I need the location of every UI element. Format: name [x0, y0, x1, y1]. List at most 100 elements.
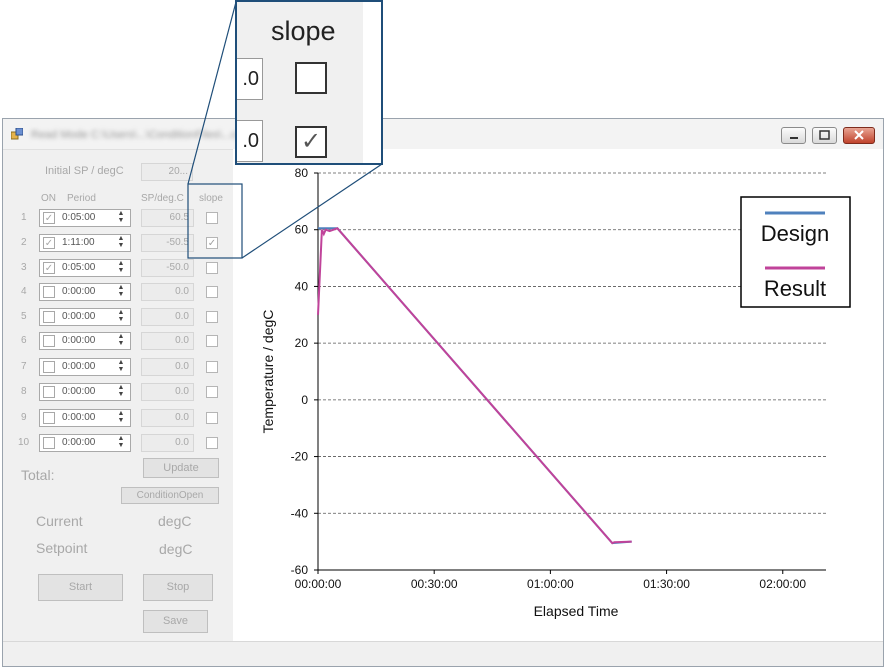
step-number: 4 — [21, 286, 27, 297]
period-value: 0:00:00 — [62, 412, 96, 423]
step-on-checkbox[interactable] — [43, 361, 55, 373]
initial-sp-field[interactable]: 20... — [141, 163, 193, 181]
current-unit: degC — [158, 513, 192, 529]
spinner-arrows-icon[interactable]: ▲ ▼ — [117, 359, 125, 373]
initial-sp-label: Initial SP / degC — [45, 165, 124, 177]
period-value: 0:00:00 — [62, 286, 96, 297]
minimize-button[interactable] — [781, 127, 806, 144]
spinner-arrows-icon[interactable]: ▲ ▼ — [117, 235, 125, 249]
setpoint-field[interactable]: -50.0 — [141, 259, 194, 277]
y-tick-label: 0 — [301, 393, 308, 407]
zoom-slope-checkbox-checked: ✓ — [295, 126, 327, 158]
x-tick-label: 01:00:00 — [527, 577, 574, 591]
title-bar: Read Mode C:\Users\...\ConditionFiles\..… — [3, 119, 883, 150]
period-value: 0:00:00 — [62, 437, 96, 448]
slope-checkbox[interactable] — [206, 361, 218, 373]
save-button[interactable]: Save — [143, 610, 208, 633]
step-on-checkbox[interactable] — [43, 286, 55, 298]
temperature-chart: 80 60 40 20 0 -20 -40 -60 00:00:00 00:30:00 01:00:… — [233, 149, 883, 641]
step-number: 8 — [21, 386, 27, 397]
stop-button[interactable]: Stop — [143, 574, 213, 601]
period-picker[interactable]: ✓ 0:05:00 ▲ ▼ — [39, 209, 131, 227]
setpoint-field[interactable]: 0.0 — [141, 409, 194, 427]
setpoint-field[interactable]: 0.0 — [141, 434, 194, 452]
app-icon — [11, 128, 23, 140]
period-picker[interactable]: ✓ 1:11:00 ▲ ▼ — [39, 234, 131, 252]
setpoint-label: Setpoint — [36, 540, 88, 556]
spinner-arrows-icon[interactable]: ▲ ▼ — [117, 333, 125, 347]
maximize-button[interactable] — [812, 127, 837, 144]
period-picker[interactable]: 0:00:00 ▲ ▼ — [39, 434, 131, 452]
step-on-checkbox[interactable] — [43, 437, 55, 449]
close-button[interactable] — [843, 127, 875, 144]
sp-column-header: SP/deg.C — [141, 193, 184, 204]
x-tick-label: 00:30:00 — [411, 577, 458, 591]
total-label: Total: — [21, 467, 55, 483]
setpoint-field[interactable]: 0.0 — [141, 358, 194, 376]
period-value: 0:05:00 — [62, 212, 96, 223]
period-picker[interactable]: 0:00:00 ▲ ▼ — [39, 332, 131, 350]
period-picker[interactable]: 0:00:00 ▲ ▼ — [39, 383, 131, 401]
step-number: 10 — [18, 437, 30, 448]
period-picker[interactable]: 0:00:00 ▲ ▼ — [39, 358, 131, 376]
step-on-checkbox[interactable] — [43, 311, 55, 323]
setpoint-field[interactable]: 0.0 — [141, 308, 194, 326]
period-picker[interactable]: 0:00:00 ▲ ▼ — [39, 409, 131, 427]
slope-checkbox[interactable] — [206, 335, 218, 347]
step-number: 7 — [21, 361, 27, 372]
update-button[interactable]: Update — [143, 458, 219, 478]
spinner-arrows-icon[interactable]: ▲ ▼ — [117, 260, 125, 274]
spinner-arrows-icon[interactable]: ▲ ▼ — [117, 284, 125, 298]
zoom-sp-field-2: .0 — [237, 120, 263, 162]
spinner-arrows-icon[interactable]: ▲ ▼ — [117, 210, 125, 224]
period-picker[interactable]: 0:00:00 ▲ ▼ — [39, 283, 131, 301]
slope-checkbox[interactable] — [206, 386, 218, 398]
step-on-checkbox[interactable] — [43, 386, 55, 398]
x-axis-title: Elapsed Time — [534, 603, 619, 619]
slope-checkbox[interactable] — [206, 262, 218, 274]
setpoint-unit: degC — [159, 541, 193, 557]
zoom-sp-field-1: .0 — [237, 58, 263, 100]
slope-checkbox[interactable]: ✓ — [206, 237, 218, 249]
start-button[interactable]: Start — [38, 574, 123, 601]
period-picker[interactable]: 0:00:00 ▲ ▼ — [39, 308, 131, 326]
step-on-checkbox[interactable] — [43, 412, 55, 424]
step-on-checkbox[interactable]: ✓ — [43, 237, 55, 249]
period-value: 0:00:00 — [62, 361, 96, 372]
slope-checkbox[interactable] — [206, 437, 218, 449]
spinner-arrows-icon[interactable]: ▲ ▼ — [117, 435, 125, 449]
setpoint-field[interactable]: 0.0 — [141, 283, 194, 301]
period-column-header: Period — [67, 193, 96, 204]
slope-column-header: slope — [199, 193, 223, 204]
slope-checkbox[interactable] — [206, 311, 218, 323]
setpoint-field[interactable]: 60.5 — [141, 209, 194, 227]
step-number: 5 — [21, 311, 27, 322]
step-on-checkbox[interactable]: ✓ — [43, 262, 55, 274]
period-value: 1:11:00 — [62, 237, 95, 248]
step-number: 1 — [21, 212, 27, 223]
y-tick-label: 80 — [295, 166, 309, 180]
setpoint-field[interactable]: 0.0 — [141, 383, 194, 401]
y-tick-label: 40 — [295, 279, 309, 293]
step-on-checkbox[interactable] — [43, 335, 55, 347]
status-bar — [3, 641, 883, 666]
step-on-checkbox[interactable]: ✓ — [43, 212, 55, 224]
current-label: Current — [36, 513, 83, 529]
condition-open-button[interactable]: ConditionOpen — [121, 487, 219, 504]
spinner-arrows-icon[interactable]: ▲ ▼ — [117, 309, 125, 323]
zoom-slope-checkbox-unchecked — [295, 62, 327, 94]
slope-checkbox[interactable] — [206, 412, 218, 424]
period-value: 0:05:00 — [62, 262, 96, 273]
period-value: 0:00:00 — [62, 311, 96, 322]
setpoint-field[interactable]: 0.0 — [141, 332, 194, 350]
spinner-arrows-icon[interactable]: ▲ ▼ — [117, 384, 125, 398]
period-value: 0:00:00 — [62, 335, 96, 346]
setpoint-field[interactable]: -50.5 — [141, 234, 194, 252]
slope-checkbox[interactable] — [206, 286, 218, 298]
spinner-arrows-icon[interactable]: ▲ ▼ — [117, 410, 125, 424]
step-number: 6 — [21, 335, 27, 346]
period-picker[interactable]: ✓ 0:05:00 ▲ ▼ — [39, 259, 131, 277]
slope-checkbox[interactable] — [206, 212, 218, 224]
y-tick-label: -40 — [291, 506, 309, 520]
x-tick-label: 02:00:00 — [759, 577, 806, 591]
